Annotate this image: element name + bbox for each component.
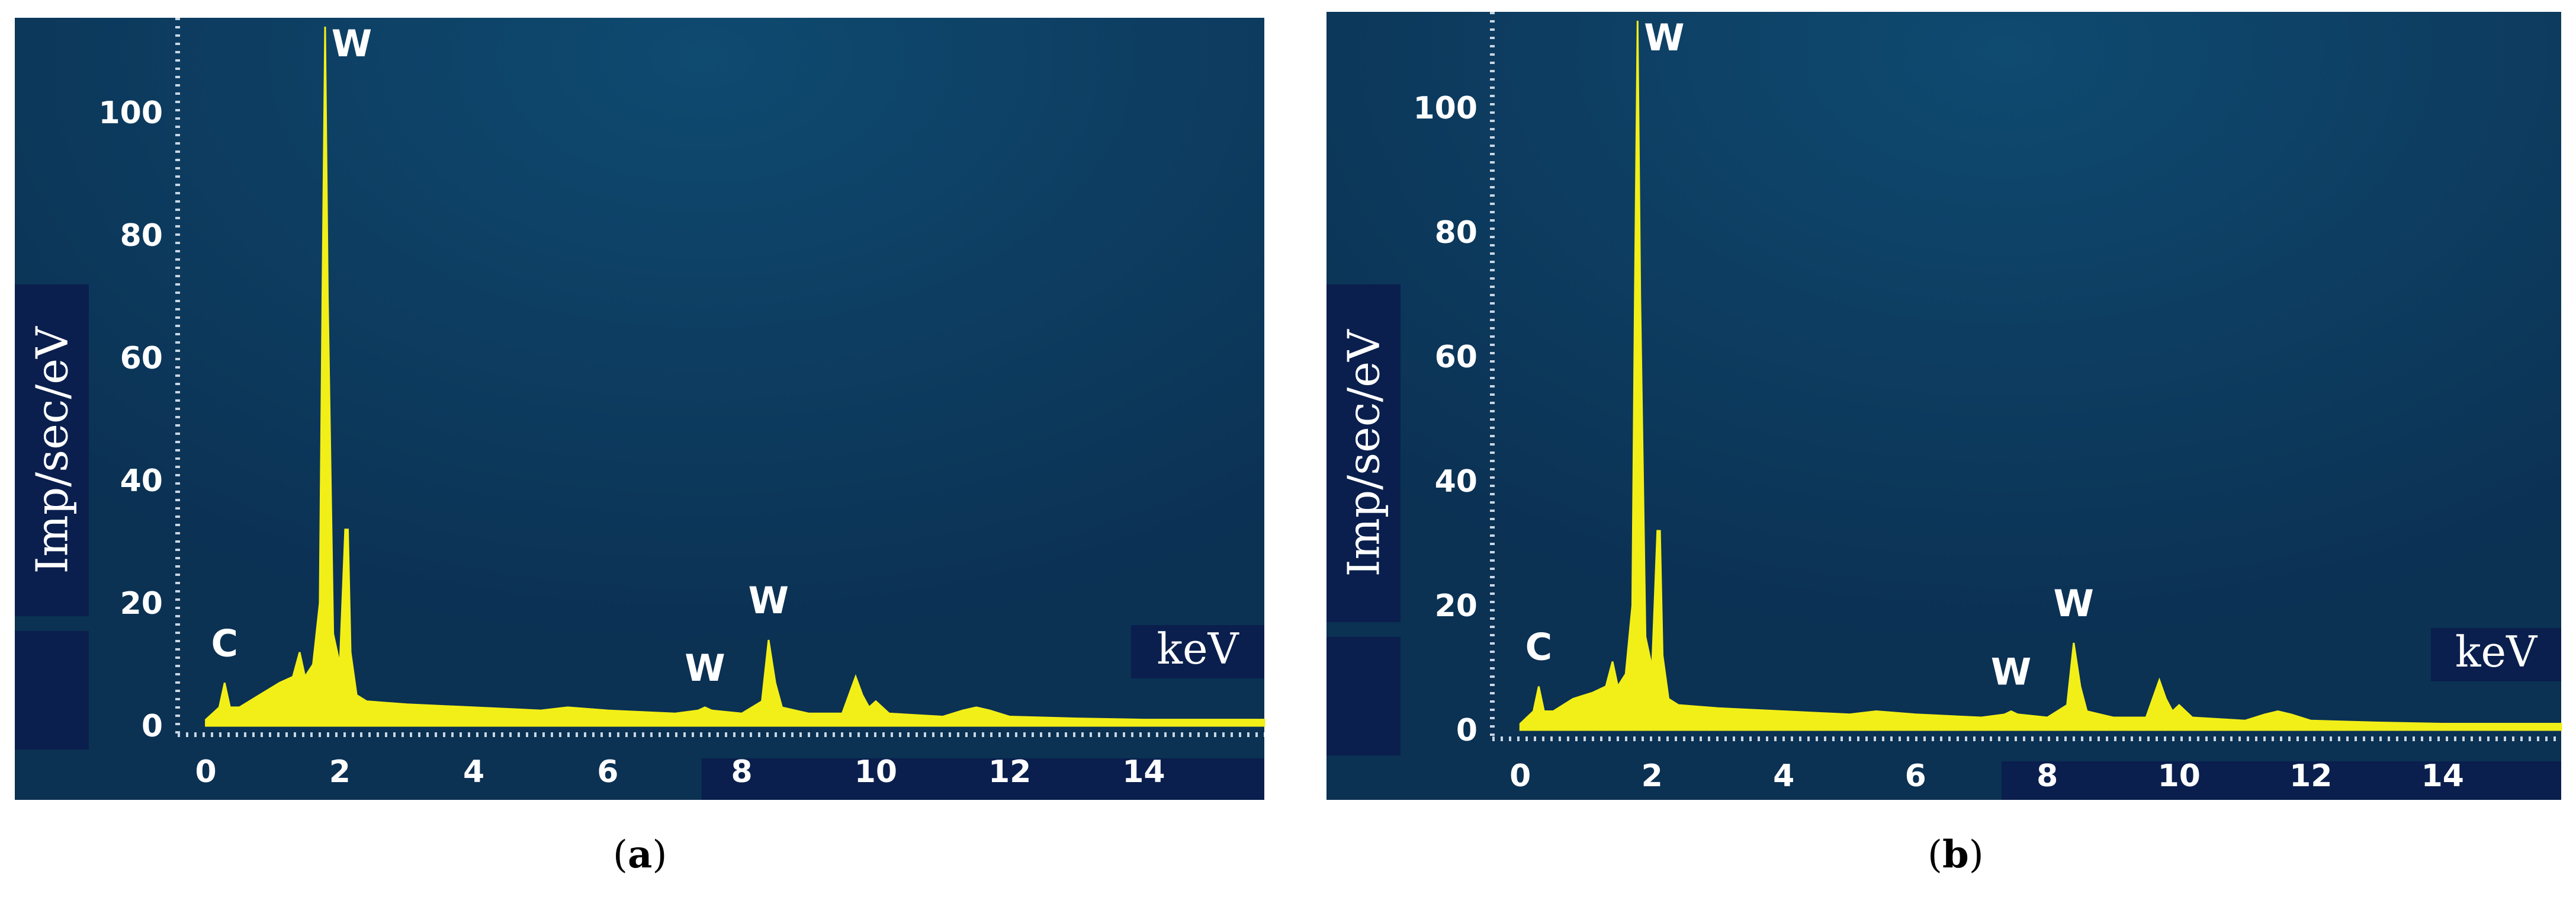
y-tick-label: 40 — [120, 463, 163, 499]
y-axis-label: Imp/sec/eV — [27, 326, 78, 574]
peak-label-w: W — [1991, 651, 2031, 694]
peak-label-w: W — [2054, 582, 2094, 625]
x-tick-label: 4 — [463, 754, 484, 790]
x-tick-label: 2 — [1642, 758, 1663, 794]
spectrum-series — [205, 26, 1265, 727]
peak-label-w: W — [332, 22, 372, 65]
plot-background — [15, 18, 1264, 800]
x-label-box — [1131, 625, 1264, 678]
y-label-box-lower — [1326, 637, 1401, 755]
y-tick-label: 100 — [1413, 91, 1477, 126]
peak-label-w: W — [685, 646, 725, 690]
x-tick-label: 2 — [329, 754, 351, 790]
peak-label-c: C — [211, 622, 239, 665]
y-tick-label: 60 — [120, 341, 163, 376]
caption-a: (a) — [613, 832, 667, 877]
y-tick-label: 0 — [1456, 713, 1477, 748]
x-tick-label: 4 — [1773, 758, 1794, 794]
y-tick-label: 0 — [142, 709, 163, 744]
x-tick-label: 12 — [2289, 758, 2332, 794]
y-label-box-lower — [15, 631, 89, 750]
x-axis-label: keV — [1157, 624, 1239, 674]
x-label-box — [2431, 628, 2561, 681]
spectrum-series — [1519, 20, 2562, 731]
x-tick-label: 8 — [731, 754, 753, 790]
y-tick-label: 60 — [1435, 339, 1477, 375]
plot-background — [1326, 12, 2561, 800]
y-tick-label: 80 — [120, 218, 163, 254]
y-label-box — [1326, 284, 1401, 622]
y-tick-label: 80 — [1435, 215, 1477, 251]
x-tick-label: 14 — [1122, 754, 1165, 790]
x-tick-label: 12 — [988, 754, 1031, 790]
x-tick-label: 6 — [597, 754, 618, 790]
y-tick-label: 40 — [1435, 464, 1477, 499]
y-axis-label: Imp/sec/eV — [1339, 329, 1390, 577]
caption-b: (b) — [1928, 832, 1984, 877]
y-tick-label: 20 — [120, 586, 163, 622]
x-tick-label: 10 — [2158, 758, 2201, 794]
bottom-bar — [702, 758, 1264, 800]
x-tick-label: 6 — [1905, 758, 1926, 794]
x-tick-label: 0 — [1509, 758, 1531, 794]
x-tick-label: 0 — [195, 754, 217, 790]
x-tick-label: 14 — [2421, 758, 2464, 794]
x-tick-label: 8 — [2037, 758, 2058, 794]
x-axis-label: keV — [2455, 627, 2538, 677]
peak-label-w: W — [1644, 16, 1684, 59]
peak-label-w: W — [749, 579, 789, 622]
y-label-box — [15, 284, 89, 616]
y-tick-label: 100 — [98, 95, 163, 131]
y-tick-label: 20 — [1435, 588, 1477, 624]
peak-label-c: C — [1525, 626, 1553, 669]
x-tick-label: 10 — [855, 754, 897, 790]
bottom-bar — [2002, 761, 2561, 800]
